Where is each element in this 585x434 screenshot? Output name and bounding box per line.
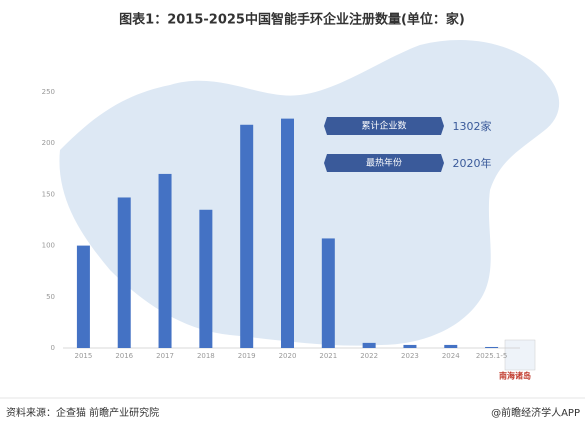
bar: [199, 209, 213, 348]
callout-box: [324, 117, 444, 135]
bar: [76, 245, 90, 348]
bar: [281, 118, 294, 349]
source: 资料来源：企查猫 前瞻产业研究院: [6, 406, 159, 419]
chart-title: 图表1：2015-2025中国智能手环企业注册数量(单位：家): [119, 12, 465, 28]
x-tick-label: 2018: [197, 352, 215, 360]
bar: [117, 197, 131, 348]
bar: [158, 173, 172, 348]
bar: [321, 238, 335, 348]
y-tick-label: 150: [42, 190, 55, 198]
callout-value: 1302家: [453, 119, 492, 133]
callout-label: 最热年份: [366, 157, 402, 169]
bar: [403, 344, 417, 348]
callout-box: [324, 154, 444, 172]
x-tick-label: 2021: [319, 352, 337, 360]
x-tick-label: 2022: [360, 352, 378, 360]
bar: [485, 346, 499, 348]
y-tick-label: 0: [51, 344, 55, 352]
x-tick-label: 2017: [156, 352, 174, 360]
bar: [444, 344, 458, 348]
x-tick-label: 2025.1-5: [476, 352, 507, 360]
x-tick-label: 2019: [238, 352, 256, 360]
y-tick-label: 200: [42, 139, 55, 147]
credit: @前瞻经济学人APP: [491, 406, 580, 419]
callout-value: 2020年: [453, 156, 492, 170]
map-background: [59, 40, 560, 346]
bar: [362, 342, 376, 348]
x-tick-label: 2020: [279, 352, 297, 360]
x-tick-label: 2016: [115, 352, 133, 360]
x-tick-label: 2023: [401, 352, 419, 360]
x-tick-label: 2024: [442, 352, 460, 360]
x-tick-label: 2015: [74, 352, 92, 360]
callout-label: 累计企业数: [361, 120, 406, 132]
bar: [240, 124, 254, 348]
y-tick-label: 250: [42, 88, 55, 96]
y-tick-label: 100: [42, 242, 55, 250]
y-tick-label: 50: [46, 293, 55, 301]
map-label: 南海诸岛: [499, 371, 531, 381]
inset-map: [504, 339, 536, 371]
